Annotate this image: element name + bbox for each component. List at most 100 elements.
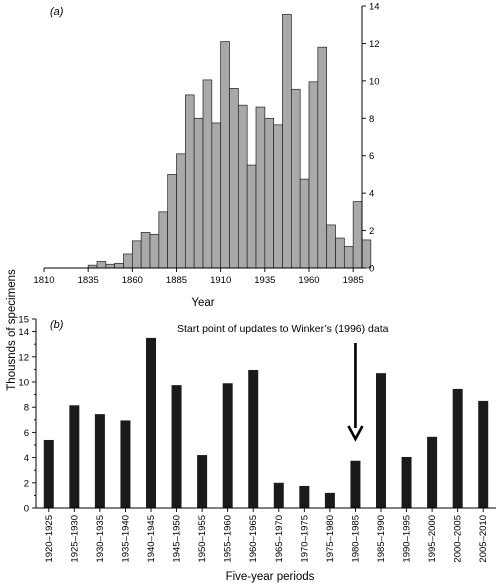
x-tick-label-1925–1930: 1925–1930 <box>69 515 80 563</box>
y-tick-label-12: 12 <box>18 352 29 363</box>
period-bar-1960–1965 <box>248 370 259 508</box>
x-tick-label-1930–1935: 1930–1935 <box>95 515 106 563</box>
x-tick-label-1920–1925: 1920–1925 <box>44 515 55 563</box>
histogram-bar-1925 <box>246 164 257 269</box>
histogram-bar-1900 <box>202 79 213 269</box>
period-bar-1930–1935 <box>94 414 105 508</box>
x-tick-label-1980–1985: 1980–1985 <box>350 515 361 563</box>
x-tick-label-1990–1995: 1990–1995 <box>402 515 413 563</box>
period-bar-1985–1990 <box>376 373 386 508</box>
panel-a-axes: 1810 1835 1860 1885 1910 1935 1960 1985 0 2 4 6 8 10 1… <box>33 2 379 287</box>
histogram-bar-1970 <box>326 224 336 269</box>
panel-b-bars <box>43 337 489 508</box>
histogram-bar-1875 <box>158 211 169 269</box>
period-bar-1920–1925 <box>43 439 54 508</box>
histogram-bar-1870 <box>149 233 160 269</box>
panel-b-label: (b) <box>50 319 64 331</box>
period-bar-1990–1995 <box>401 456 412 508</box>
x-tick-label-1835: 1835 <box>78 275 99 286</box>
histogram-bar-1955 <box>299 178 310 269</box>
y-tick-label-2: 2 <box>24 478 29 489</box>
histogram-bar-1975 <box>335 237 345 269</box>
period-bar-1940–1945 <box>146 337 156 508</box>
x-tick-label-1975–1980: 1975–1980 <box>325 515 336 563</box>
histogram-bar-1865 <box>140 232 151 269</box>
x-tick-label-2005–2010: 2005–2010 <box>478 515 489 563</box>
y-tick-label-4: 4 <box>369 189 374 200</box>
histogram-bar-1880 <box>167 174 177 269</box>
y-tick-label-8: 8 <box>24 403 29 414</box>
period-bar-1955–1960 <box>222 383 233 508</box>
period-bar-1935–1940 <box>120 420 131 508</box>
histogram-bar-1850 <box>114 262 124 269</box>
x-tick-label-1860: 1860 <box>122 275 143 286</box>
x-tick-label-1935–1940: 1935–1940 <box>120 515 131 563</box>
period-bar-2005–2010 <box>478 400 489 508</box>
y-tick-label-15: 15 <box>18 315 29 326</box>
y-tick-label-0: 0 <box>369 264 374 275</box>
panel-b-annotation: Start point of updates to Winker’s (1996… <box>177 323 389 335</box>
x-tick-label-1960–1965: 1960–1965 <box>248 515 259 563</box>
x-tick-label-1955–1960: 1955–1960 <box>223 515 234 563</box>
histogram-bar-1965 <box>317 46 328 269</box>
shared-y-axis-label: Thousnds of specimens <box>6 269 18 391</box>
histogram-bar-1945 <box>282 14 292 269</box>
histogram-bar-1860 <box>131 240 142 269</box>
y-tick-label-14: 14 <box>369 2 380 13</box>
panel-a-label: (a) <box>50 6 64 18</box>
y-tick-label-2: 2 <box>369 226 374 237</box>
period-bar-1950–1955 <box>197 455 208 508</box>
x-tick-label-1995–2000: 1995–2000 <box>427 515 438 563</box>
histogram-bar-1915 <box>229 87 239 269</box>
histogram-bar-1980 <box>343 246 354 269</box>
panel-b-chart: (b) Start point of updates to Winker’s (… <box>18 315 496 583</box>
histogram-bar-1985 <box>352 201 363 269</box>
histogram-bar-1885 <box>176 153 186 269</box>
histogram-bar-1895 <box>193 117 204 269</box>
y-tick-label-12: 12 <box>369 39 380 50</box>
x-tick-label-1935: 1935 <box>254 275 275 286</box>
x-tick-label-2000–2005: 2000–2005 <box>453 515 464 563</box>
histogram-bar-1960 <box>308 81 319 269</box>
period-bar-1975–1980 <box>324 492 335 508</box>
y-tick-label-10: 10 <box>18 378 29 389</box>
x-tick-label-1950–1955: 1950–1955 <box>197 515 208 563</box>
arrow-head <box>347 425 364 442</box>
histogram-bar-1950 <box>290 88 301 269</box>
x-tick-label-1945–1950: 1945–1950 <box>172 515 183 563</box>
y-tick-label-0: 0 <box>24 504 29 515</box>
x-tick-label-1965–1970: 1965–1970 <box>274 515 285 563</box>
panel-a-x-axis-label: Year <box>191 297 214 309</box>
period-bar-1945–1950 <box>171 385 182 508</box>
period-bar-1995–2000 <box>427 436 438 508</box>
x-tick-label-1960: 1960 <box>298 275 319 286</box>
histogram-bar-1935 <box>264 117 275 269</box>
panel-a-bars <box>87 14 372 269</box>
period-bar-2000–2005 <box>452 388 463 508</box>
period-bar-1980–1985 <box>350 460 361 508</box>
histogram-bar-1845 <box>105 263 116 269</box>
x-tick-label-1985: 1985 <box>343 275 364 286</box>
y-tick-label-8: 8 <box>369 114 374 125</box>
panel-b-annotation-arrow <box>347 343 364 442</box>
y-tick-label-14: 14 <box>18 327 29 338</box>
histogram-bar-1910 <box>220 41 230 269</box>
x-tick-label-1970–1975: 1970–1975 <box>299 515 310 563</box>
panel-a-chart: (a) 1810 1835 1860 1885 1910 1935 1960 1985 0 2 4 6… <box>33 2 379 310</box>
period-bar-1965–1970 <box>273 482 284 508</box>
histogram-bar-1930 <box>255 106 266 269</box>
x-tick-label-1910: 1910 <box>210 275 231 286</box>
histogram-bar-1855 <box>123 253 133 269</box>
period-bar-1925–1930 <box>69 405 80 508</box>
histogram-bar-1940 <box>273 124 283 269</box>
histogram-bar-1905 <box>211 122 222 269</box>
histogram-bar-1840 <box>96 261 107 269</box>
panel-b-x-axis-label: Five-year periods <box>226 571 315 583</box>
period-bar-1970–1975 <box>299 485 310 508</box>
x-tick-label-1940–1945: 1940–1945 <box>146 515 157 563</box>
x-tick-label-1810: 1810 <box>33 275 54 286</box>
histogram-bar-1890 <box>184 94 195 269</box>
y-tick-label-10: 10 <box>369 76 380 87</box>
